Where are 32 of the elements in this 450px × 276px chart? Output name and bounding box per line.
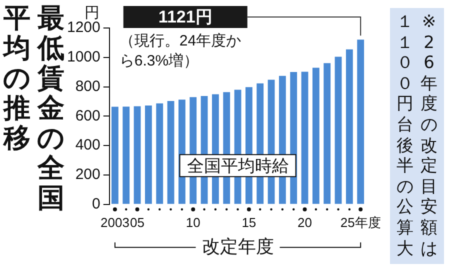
y-tick-label: 800 [75, 78, 100, 95]
y-tick-label: 400 [75, 136, 100, 154]
bar [134, 106, 141, 204]
chart-title: 最低賃金の全国平均の推移 [3, 3, 65, 214]
text: 1121円 [158, 8, 212, 27]
series-label: 全国平均時給 [186, 156, 289, 176]
x-tick-label: 25年度 [340, 214, 381, 230]
y-tick-label: 200 [75, 166, 100, 184]
bar [144, 105, 152, 204]
text: ※26年度の改定目安額は１１００円台後半の公算大 [396, 12, 438, 259]
bar [122, 106, 130, 204]
bar [301, 72, 308, 204]
annotation: （現行。24年度から6.3%増） [119, 32, 242, 70]
x-tick-label: 15 [242, 214, 256, 230]
bar [346, 49, 353, 204]
x-tick-label: 20 [298, 214, 312, 230]
y-tick-label: 600 [75, 107, 100, 124]
x-axis-title: 改定年度 [202, 236, 274, 256]
x-tick-label: 2003 [100, 214, 130, 230]
bar [357, 40, 364, 204]
x-tick-label: 10 [186, 214, 200, 230]
x-tick-label: 05 [130, 214, 145, 230]
y-tick-label: 1000 [66, 48, 100, 66]
bar [312, 68, 320, 204]
bar [167, 101, 174, 204]
y-axis-title: 円 [84, 4, 100, 22]
bar [156, 103, 164, 204]
y-tick-label: 1200 [66, 19, 100, 36]
bar [111, 106, 118, 204]
y-tick-label: 0 [92, 196, 100, 213]
bar [324, 63, 331, 204]
bar [334, 56, 342, 204]
